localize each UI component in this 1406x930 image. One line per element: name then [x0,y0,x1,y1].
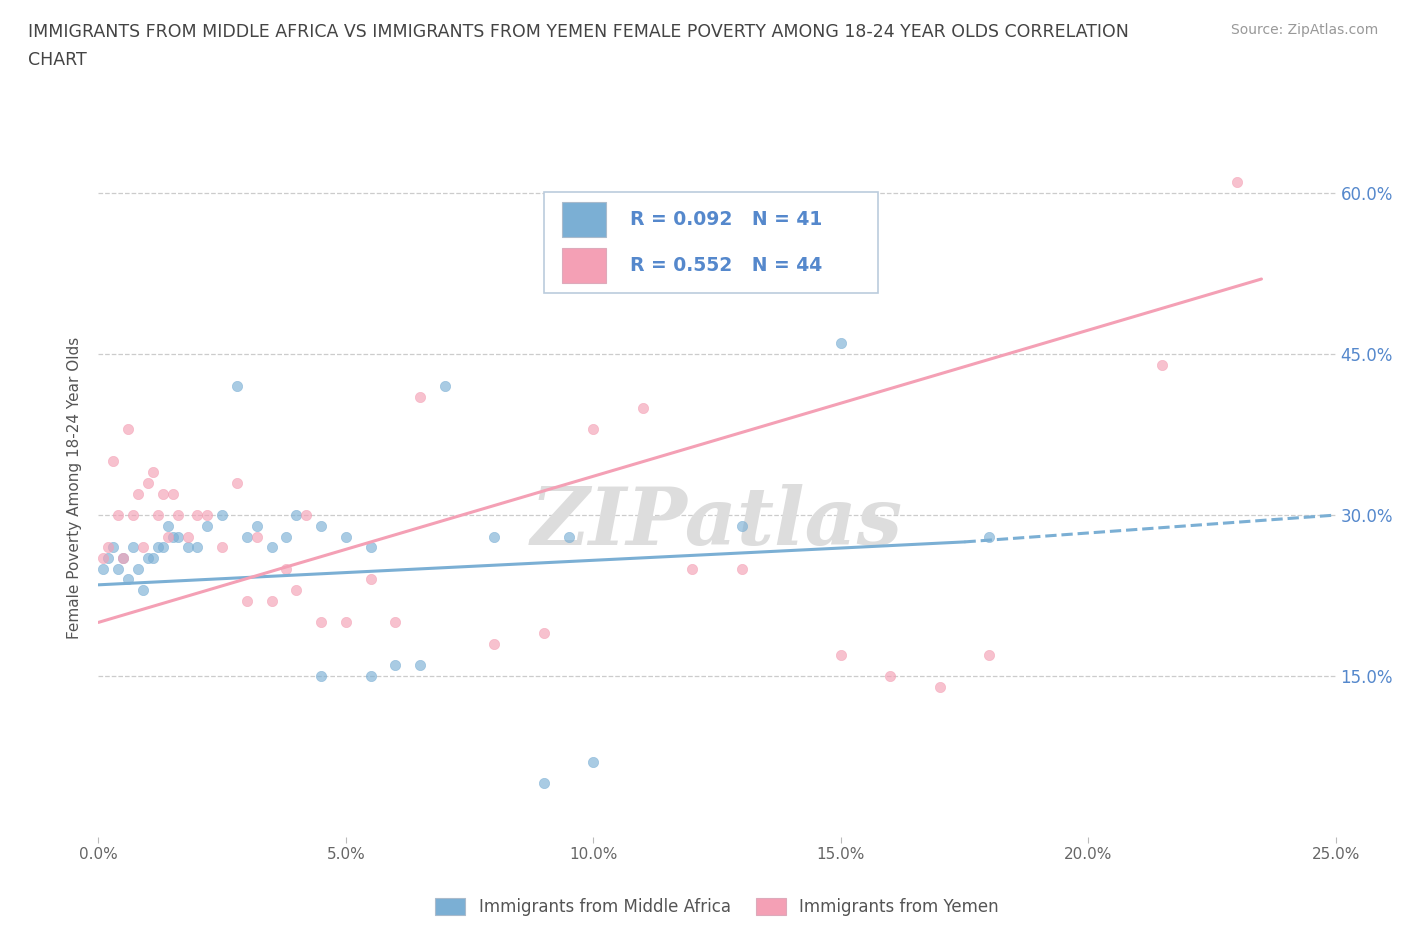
Point [112,551,135,565]
Point [979,647,1001,662]
Point [127,486,149,501]
Point [236,529,259,544]
Point [136,551,159,565]
Text: ZIPatlas: ZIPatlas [531,485,903,562]
Point [276,529,298,544]
FancyBboxPatch shape [544,192,877,293]
Point [162,486,184,501]
Point [186,508,208,523]
Point [186,539,208,554]
Point [226,379,249,393]
Point [152,539,174,554]
Point [103,539,125,554]
Point [132,539,155,554]
Point [103,454,125,469]
Point [97,539,120,554]
Point [176,539,198,554]
Y-axis label: Female Poverty Among 18-24 Year Olds: Female Poverty Among 18-24 Year Olds [67,338,83,640]
Point [979,529,1001,544]
Point [484,636,506,651]
Point [146,539,169,554]
Point [557,529,579,544]
Point [107,508,129,523]
Point [132,583,155,598]
Point [152,486,174,501]
Point [731,518,754,533]
Point [156,518,179,533]
Point [156,529,179,544]
Point [1152,357,1174,372]
Point [211,539,233,554]
Point [631,400,654,415]
Text: R = 0.552   N = 44: R = 0.552 N = 44 [630,256,823,275]
Point [142,465,165,480]
Point [142,551,165,565]
Point [409,390,432,405]
Point [285,583,308,598]
Point [295,508,318,523]
Point [384,615,406,630]
Text: R = 0.092   N = 41: R = 0.092 N = 41 [630,210,823,230]
Point [246,529,269,544]
Point [928,679,950,694]
Point [433,379,456,393]
Point [582,754,605,769]
Point [731,562,754,577]
Point [127,562,149,577]
Point [309,615,332,630]
Point [136,475,159,490]
Point [582,422,605,437]
Point [236,593,259,608]
Point [112,551,135,565]
Point [162,529,184,544]
Point [309,518,332,533]
Point [830,647,852,662]
Point [195,518,218,533]
Point [533,776,555,790]
Point [276,562,298,577]
Point [117,572,139,587]
FancyBboxPatch shape [562,248,606,283]
Point [146,508,169,523]
Point [122,508,145,523]
Point [117,422,139,437]
Point [681,562,703,577]
Point [335,615,357,630]
Point [335,529,357,544]
Point [1226,175,1249,190]
Point [246,518,269,533]
Point [879,669,901,684]
Point [260,539,283,554]
FancyBboxPatch shape [562,203,606,237]
Text: Source: ZipAtlas.com: Source: ZipAtlas.com [1230,23,1378,37]
Point [360,669,382,684]
Point [285,508,308,523]
Point [384,658,406,672]
Text: CHART: CHART [28,51,87,69]
Point [484,529,506,544]
Point [830,336,852,351]
Point [166,508,188,523]
Point [176,529,198,544]
Point [97,551,120,565]
Point [211,508,233,523]
Legend: Immigrants from Middle Africa, Immigrants from Yemen: Immigrants from Middle Africa, Immigrant… [429,891,1005,923]
Point [93,551,115,565]
Point [409,658,432,672]
Point [360,572,382,587]
Text: IMMIGRANTS FROM MIDDLE AFRICA VS IMMIGRANTS FROM YEMEN FEMALE POVERTY AMONG 18-2: IMMIGRANTS FROM MIDDLE AFRICA VS IMMIGRA… [28,23,1129,41]
Point [260,593,283,608]
Point [533,626,555,641]
Point [309,669,332,684]
Point [166,529,188,544]
Point [360,539,382,554]
Point [93,562,115,577]
Point [195,508,218,523]
Point [107,562,129,577]
Point [226,475,249,490]
Point [122,539,145,554]
